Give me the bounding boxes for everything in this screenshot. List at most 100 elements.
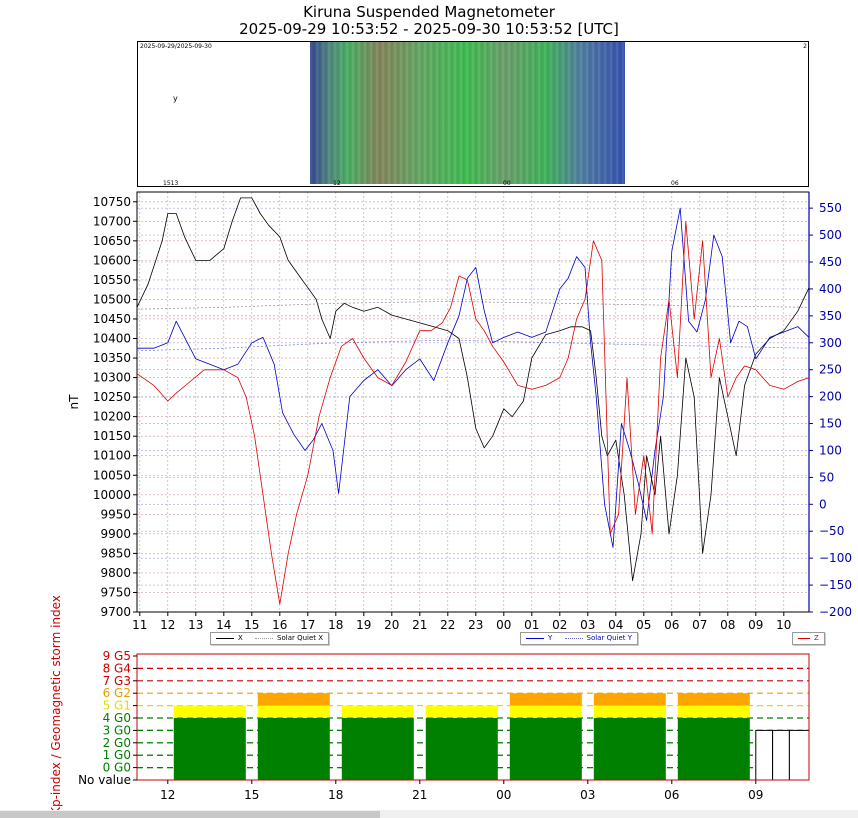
kp-bar-orange	[257, 693, 330, 706]
kp-ytick-label: 7 G3	[103, 674, 131, 688]
ytick-label: 9950	[100, 507, 131, 521]
ytick-label: 9850	[100, 546, 131, 560]
legend-sqy-label: Solar Quiet Y	[586, 634, 633, 642]
keogram-bottom-label-1: 12	[333, 180, 341, 187]
kp-xtick-label: 06	[664, 788, 679, 802]
legend-z-label: Z	[814, 634, 819, 642]
kp-bar-orange	[677, 693, 750, 706]
y2tick-label: 500	[819, 228, 842, 242]
xtick-label: 00	[496, 618, 511, 632]
xtick-label: 10	[776, 618, 791, 632]
kp-bar-green	[173, 718, 246, 780]
kp-bar-green	[257, 718, 330, 780]
kp-ytick-label: 2 G0	[103, 736, 131, 750]
xtick-label: 20	[384, 618, 399, 632]
kp-xtick-label: 18	[328, 788, 343, 802]
y2tick-label: 150	[819, 417, 842, 431]
series-line-z	[136, 220, 810, 605]
series-line-y	[137, 207, 810, 548]
y2tick-label: 450	[819, 255, 842, 269]
y2tick-label: −100	[819, 551, 852, 565]
ytick-label: 9750	[100, 585, 131, 599]
keogram-bottom-label-2: 00	[503, 180, 511, 187]
kp-bar-green	[509, 718, 582, 780]
plot-frame	[136, 191, 810, 613]
legend-x-swatch	[216, 637, 234, 639]
legend-y-label: Y	[548, 634, 553, 642]
kp-plot-frame	[136, 653, 810, 781]
kp-no-value-bar	[755, 729, 774, 781]
ytick-label: 10200	[93, 410, 131, 424]
kp-ytick-label: 0 G0	[103, 761, 131, 775]
kp-ytick-label: 8 G4	[103, 661, 131, 675]
legend-sqx-swatch	[255, 637, 274, 639]
kp-xtick-label: 15	[244, 788, 259, 802]
ytick-label: 9700	[100, 605, 131, 619]
xtick-label: 12	[160, 618, 175, 632]
y2tick-label: −200	[819, 605, 852, 619]
ytick-label: 10550	[93, 273, 131, 287]
kp-bar-orange	[593, 693, 666, 706]
ytick-label: 10300	[93, 371, 131, 385]
xtick-label: 07	[692, 618, 707, 632]
xtick-label: 22	[440, 618, 455, 632]
ytick-label: 10100	[93, 449, 131, 463]
kp-xtick-label: 09	[748, 788, 763, 802]
ytick-label: 10250	[93, 390, 131, 404]
kp-xtick-label: 21	[412, 788, 427, 802]
legend-z: Z	[792, 632, 825, 645]
y2tick-label: 300	[819, 336, 842, 350]
ytick-label: 10450	[93, 312, 131, 326]
scrollbar-thumb[interactable]	[0, 811, 380, 818]
ytick-label: 10350	[93, 351, 131, 365]
xtick-label: 08	[720, 618, 735, 632]
y2tick-label: 200	[819, 390, 842, 404]
kp-bar-yellow	[425, 705, 498, 718]
kp-bar-green	[593, 718, 666, 780]
kp-ytick-label: 9 G5	[103, 649, 131, 663]
xtick-label: 18	[328, 618, 343, 632]
xtick-label: 11	[132, 618, 147, 632]
kp-bar-yellow	[173, 705, 246, 718]
legend-sqx-label: Solar Quiet X	[277, 634, 324, 642]
kp-bar-green	[677, 718, 750, 780]
series-line-solar-quiet-y	[136, 339, 810, 352]
xtick-label: 09	[748, 618, 763, 632]
ytick-label: 10500	[93, 292, 131, 306]
xtick-label: 21	[412, 618, 427, 632]
kp-bar-yellow	[341, 705, 414, 718]
xtick-label: 14	[216, 618, 231, 632]
ytick-label: 10150	[93, 429, 131, 443]
kp-no-value-bar	[772, 729, 790, 781]
ytick-label: 10700	[93, 214, 131, 228]
kp-bar-green	[425, 718, 498, 780]
kp-ytick-label: 4 G0	[103, 711, 131, 725]
kp-bar-yellow	[593, 705, 666, 718]
kp-bar-yellow	[677, 705, 750, 718]
xtick-label: 02	[552, 618, 567, 632]
y2tick-label: 50	[819, 470, 834, 484]
kp-ytick-label: No value	[78, 773, 131, 787]
legend-y: Y Solar Quiet Y	[520, 632, 639, 645]
xtick-label: 23	[468, 618, 483, 632]
keogram-marker-y: y	[173, 94, 178, 103]
ytick-label: 9800	[100, 566, 131, 580]
kp-bar-green	[341, 718, 414, 780]
magnetometer-chart: 9700975098009850990099501000010050101001…	[67, 191, 852, 632]
ytick-label: 10750	[93, 195, 131, 209]
y2tick-label: 400	[819, 282, 842, 296]
kp-bar-yellow	[509, 705, 582, 718]
xtick-label: 17	[300, 618, 315, 632]
ytick-label: 9900	[100, 527, 131, 541]
xtick-label: 19	[356, 618, 371, 632]
series-line-x	[136, 197, 810, 582]
kp-no-value-bar	[788, 729, 810, 781]
xtick-label: 13	[188, 618, 203, 632]
legend-x-label: X	[238, 634, 243, 642]
horizontal-scrollbar[interactable]	[0, 810, 858, 818]
chart-subtitle: 2025-09-29 10:53:52 - 2025-09-30 10:53:5…	[239, 20, 619, 38]
y2tick-label: 100	[819, 443, 842, 457]
kp-bar-orange	[509, 693, 582, 706]
keogram-right-label: 2	[803, 43, 807, 50]
y2tick-label: −50	[819, 524, 844, 538]
